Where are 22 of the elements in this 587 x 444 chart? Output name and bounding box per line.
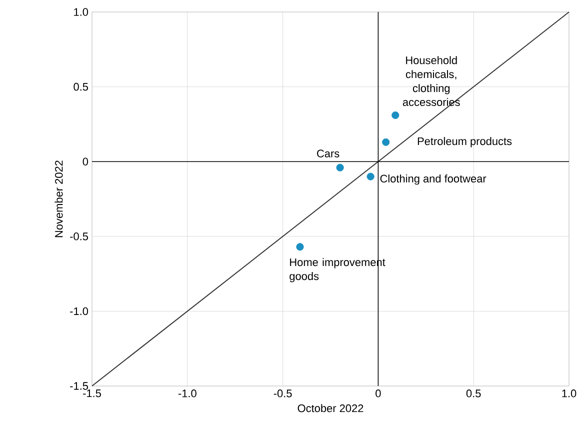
point [296, 243, 304, 251]
y-tick-label: -1.5 [70, 382, 88, 390]
point [382, 138, 390, 146]
annotation: Petroleum products [418, 137, 512, 148]
y-tick-label: -0.5 [70, 232, 88, 240]
annotation: Clothing and footwear [380, 174, 486, 185]
x-tick-label: 1.0 [562, 390, 576, 398]
point [392, 111, 400, 120]
y-axis-title: November 2022 [54, 160, 63, 238]
x-tick-label: -0.5 [274, 390, 292, 398]
x-tick-label: 0 [376, 390, 381, 398]
point [366, 172, 374, 180]
x-tick-label: -1.0 [178, 390, 196, 398]
x-tick-label: -1.5 [83, 390, 101, 398]
y-tick-label: -1.0 [70, 307, 88, 316]
point [336, 164, 344, 172]
x-tick-label: 0.5 [466, 390, 481, 398]
annotation: Cars [317, 150, 340, 158]
y-tick-label: 0.5 [74, 82, 88, 91]
y-tick-label: 1.0 [74, 8, 88, 16]
y-tick-label: 0 [82, 158, 88, 166]
x-axis-title: October 2022 [298, 404, 364, 412]
